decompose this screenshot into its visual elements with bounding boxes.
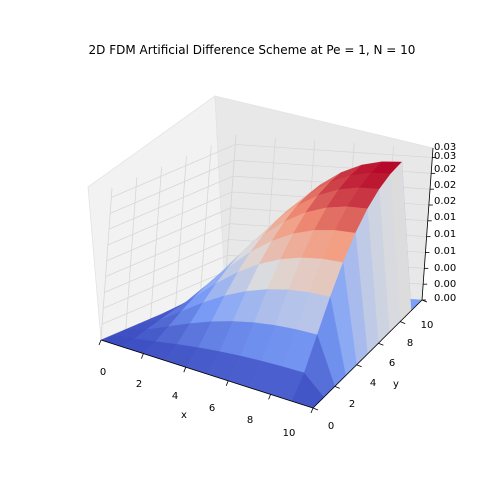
x-tick-label: 2: [136, 379, 142, 390]
z-tick-label: 0.00: [434, 293, 456, 304]
z-tick-label: 0.00: [434, 263, 456, 274]
y-tick-label: 10: [421, 320, 434, 331]
y-tick-label: 4: [370, 378, 376, 389]
z-tick-label: 0.00: [434, 279, 456, 290]
y-tick-mark: [312, 407, 319, 411]
y-tick-label: 6: [389, 358, 395, 369]
x-tick-mark: [268, 394, 271, 400]
y-tick-mark: [400, 321, 406, 324]
z-tick-label: 0.03: [434, 142, 456, 153]
x-tick-label: 4: [172, 391, 178, 402]
y-tick-mark: [356, 364, 362, 368]
surface-plot: [100, 161, 423, 409]
x-axis-label: x: [181, 410, 187, 421]
y-tick-labels: 0 2 4 6 8 10: [328, 320, 434, 432]
z-gridline: [111, 144, 433, 198]
z-tick-label: 0.02: [434, 196, 456, 207]
x-tick-label: 10: [283, 428, 296, 439]
z-tick-label: 0.01: [434, 212, 456, 223]
x-tick-label: 6: [209, 403, 215, 414]
y-axis-line: [312, 299, 423, 409]
z-tick-label: 0.02: [434, 180, 456, 191]
x-tick-mark: [141, 353, 144, 359]
z-tick-labels: 0.00 0.00 0.00 0.01 0.01 0.01 0.02 0.02 …: [434, 142, 456, 304]
chart-title: 2D FDM Artificial Difference Scheme at P…: [89, 43, 416, 57]
x-axis-line: [100, 339, 314, 409]
y-tick-mark: [334, 386, 340, 389]
z-tick-label: 0.03: [434, 151, 456, 162]
y-tick-mark: [378, 342, 384, 346]
x-tick-mark: [183, 367, 187, 373]
x-tick-labels: 0 2 4 6 8 10: [100, 367, 296, 439]
z-tick-label: 0.01: [434, 246, 456, 257]
x-tick-label: 8: [247, 415, 253, 426]
x-tick-mark: [98, 339, 102, 346]
tick-marks: [98, 157, 437, 414]
y-tick-label: 0: [328, 421, 334, 432]
z-tick-label: 0.02: [434, 164, 456, 175]
y-axis-label: y: [393, 379, 399, 390]
x-tick-label: 0: [100, 367, 106, 378]
x-tick-mark: [310, 407, 314, 414]
y-tick-label: 2: [349, 399, 355, 410]
z-tick-label: 0.01: [434, 229, 456, 240]
x-tick-mark: [225, 380, 229, 386]
y-tick-label: 8: [407, 338, 413, 349]
